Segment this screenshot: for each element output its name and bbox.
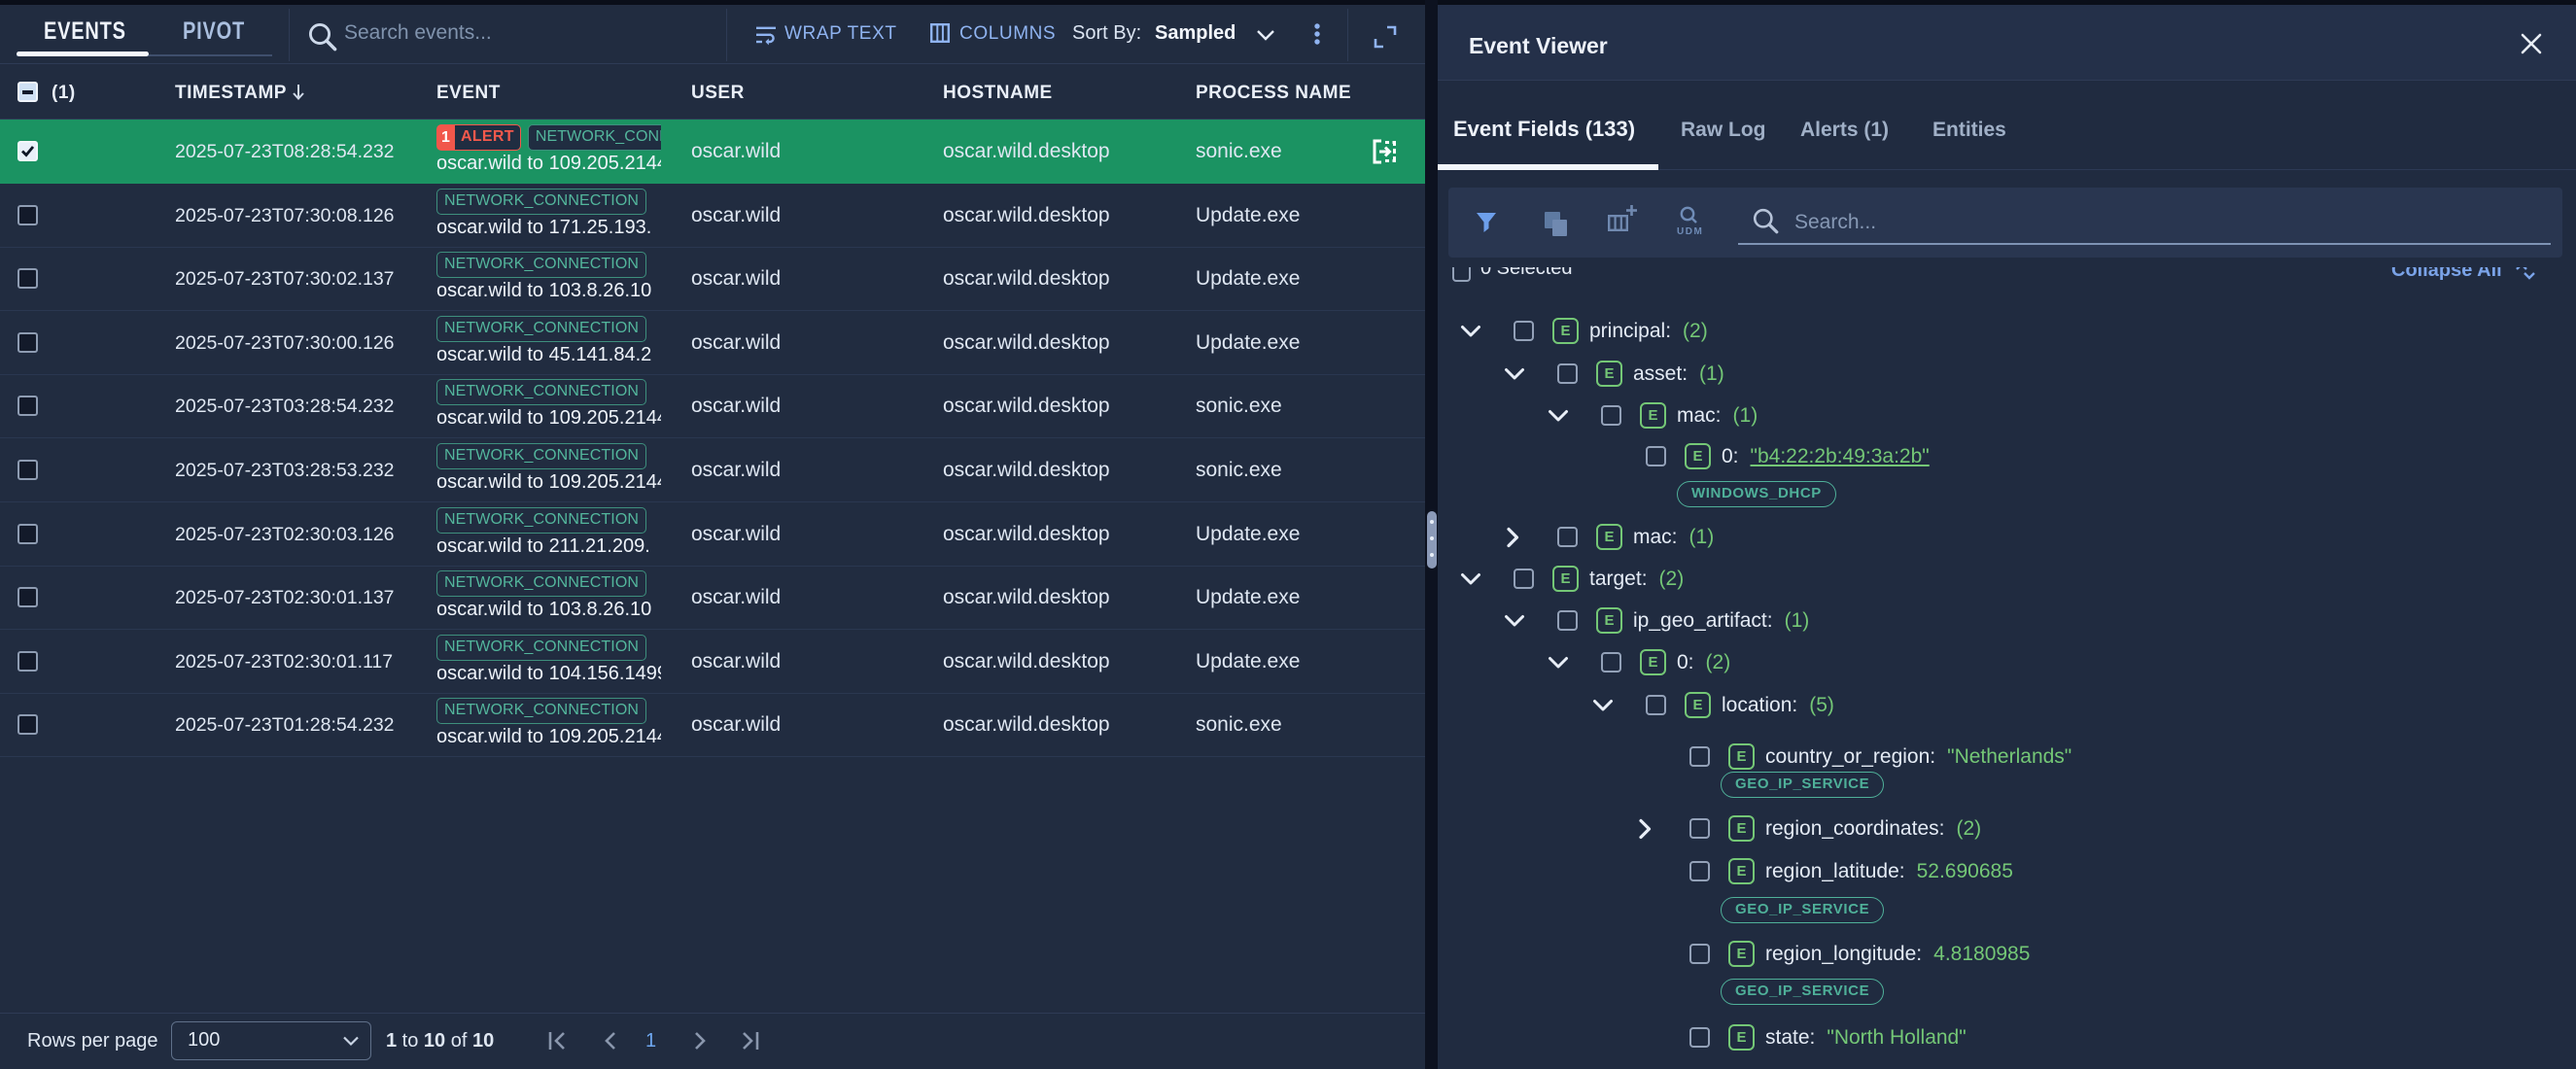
svg-text:UDM: UDM xyxy=(1677,226,1703,237)
